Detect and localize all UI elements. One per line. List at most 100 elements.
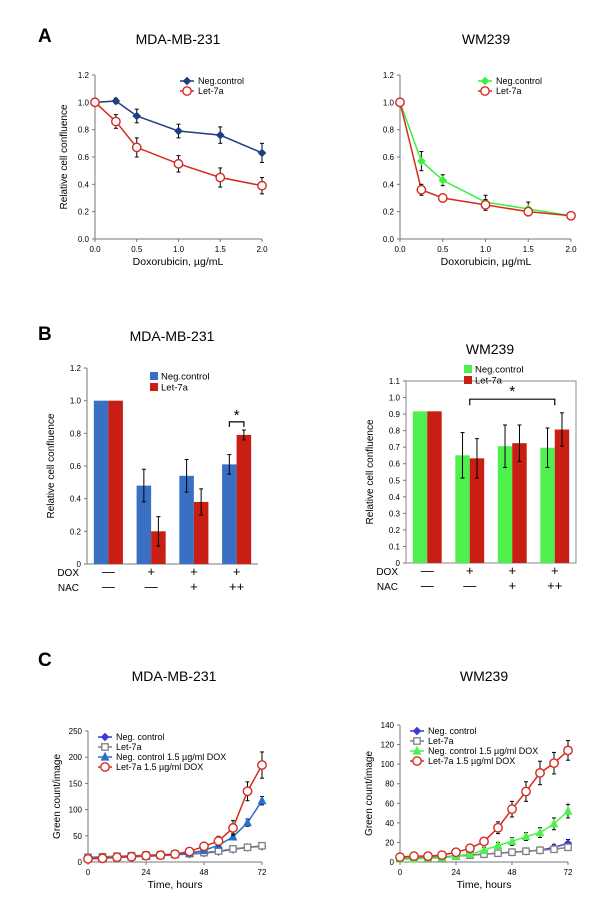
y-axis-label: Relative cell confluence: [365, 419, 376, 524]
data-point: [563, 805, 573, 815]
y-axis-label: Green count/image: [52, 754, 63, 839]
chart-b-wm: WM239 0 0.1 0.2 0.3 0.4 0.5 0.6 0.7 0.8 0.9 1.0 1.1 R…: [365, 341, 577, 593]
data-point: [507, 836, 517, 846]
y-tick-label: 1.2: [70, 364, 82, 373]
y-tick-label: 20: [385, 838, 394, 847]
data-point: [215, 130, 225, 140]
x-axis-label: Time, hours: [456, 879, 511, 891]
data-point: [243, 817, 252, 827]
data-point: [494, 849, 502, 858]
y-tick-label: 0: [77, 560, 82, 569]
x-axis-label: Doxorubicin, µg/mL: [441, 256, 532, 268]
charts-layer: MDA-MB-231 0.0 0.2 0.4 0.6 0.8 1.0 1.2 0.0 0.5 1.0…: [46, 31, 577, 891]
legend-label: Let-7a: [116, 742, 142, 752]
data-point: [493, 822, 503, 833]
y-tick-label: 0: [396, 559, 401, 568]
treatment-symbol: +: [190, 579, 198, 594]
data-point: [438, 175, 448, 185]
series-line: [399, 102, 572, 217]
data-point: [550, 845, 558, 854]
treatment-label: DOX: [376, 567, 398, 578]
data-point: [83, 853, 93, 864]
data-point: [132, 111, 142, 121]
data-point: [229, 845, 237, 853]
legend-label: Let-7a: [198, 86, 224, 96]
bar: [93, 400, 109, 564]
y-tick-label: 0.7: [389, 443, 401, 452]
data-point: [173, 158, 184, 169]
legend-marker: [480, 76, 490, 86]
y-tick-label: 0.6: [70, 462, 82, 471]
chart-c-mda: MDA-MB-231 0 50 100 150 200 250 0 24 48 72 Time, ho…: [52, 668, 267, 891]
x-tick-label: 0.0: [89, 245, 101, 254]
legend-label: Let-7a: [475, 376, 503, 387]
bar: [179, 475, 194, 564]
legend-swatch: [150, 383, 158, 391]
treatment-symbol: —: [102, 579, 115, 594]
treatment-label: DOX: [57, 568, 79, 579]
data-point: [257, 180, 267, 191]
y-tick-label: 50: [73, 832, 82, 841]
treatment-symbol: +: [147, 564, 155, 579]
data-point: [479, 836, 489, 847]
bar: [236, 434, 252, 564]
data-point: [215, 172, 226, 183]
x-tick-label: 1.0: [480, 245, 492, 254]
legend-label: Neg.control: [496, 76, 542, 86]
legend-marker: [182, 76, 192, 86]
x-axis-label: Time, hours: [147, 879, 202, 891]
bar: [497, 446, 513, 563]
legend-label: Neg.control: [198, 76, 244, 86]
y-tick-label: 0.2: [389, 526, 401, 535]
series-line: [94, 101, 263, 187]
legend-marker: [412, 726, 422, 736]
bar: [193, 501, 209, 564]
y-tick-label: 100: [69, 806, 83, 815]
chart-a-wm: WM239 0.0 0.2 0.4 0.6 0.8 1.0 1.2 0.0 0.5 1.0 1.5 2.…: [383, 31, 577, 268]
x-tick-label: 0: [86, 868, 91, 877]
y-tick-label: 200: [69, 753, 83, 762]
legend-label: Neg. control: [428, 726, 477, 736]
y-tick-label: 0.4: [70, 495, 82, 504]
treatment-symbol: ++: [547, 578, 562, 593]
treatment-symbol: +: [466, 563, 474, 578]
data-point: [199, 841, 209, 852]
series-0: [90, 96, 267, 163]
data-point: [155, 850, 166, 861]
data-point: [112, 852, 122, 863]
data-point: [395, 852, 405, 863]
treatment-symbol: +: [508, 578, 516, 593]
x-tick-label: 0.5: [131, 245, 143, 254]
data-point: [184, 846, 195, 857]
data-point: [242, 786, 253, 797]
panel-label-c: C: [38, 650, 52, 671]
chart-c-wm: WM239 0 20 40 60 80 100 120 140 0 24 48 72 Time, hour…: [364, 668, 573, 891]
data-point: [535, 768, 545, 778]
treatment-symbol: ++: [229, 579, 244, 594]
series-3: [395, 740, 573, 863]
x-tick-label: 24: [142, 868, 151, 877]
x-tick-label: 1.5: [215, 245, 227, 254]
y-tick-label: 0.1: [389, 542, 401, 551]
chart-a-mda: MDA-MB-231 0.0 0.2 0.4 0.6 0.8 1.0 1.2 0.0 0.5 1.0…: [59, 31, 268, 268]
y-tick-label: 80: [385, 780, 394, 789]
y-tick-label: 0.3: [389, 509, 401, 518]
y-tick-label: 0.8: [389, 427, 401, 436]
y-tick-label: 0.2: [70, 527, 82, 536]
series-line: [87, 764, 263, 860]
x-tick-label: 72: [564, 868, 573, 877]
treatment-symbol: +: [233, 564, 241, 579]
legend-marker: [101, 743, 109, 751]
bar: [108, 400, 123, 564]
y-tick-label: 1.0: [389, 394, 401, 403]
data-point: [465, 848, 475, 858]
treatment-label: NAC: [377, 582, 398, 593]
legend-label: Neg. control 1.5 µg/ml DOX: [116, 752, 226, 762]
legend-label: Neg.control: [475, 365, 524, 376]
y-tick-label: 0.0: [383, 235, 395, 244]
data-point: [257, 760, 267, 770]
data-point: [416, 184, 427, 195]
data-point: [258, 841, 266, 850]
